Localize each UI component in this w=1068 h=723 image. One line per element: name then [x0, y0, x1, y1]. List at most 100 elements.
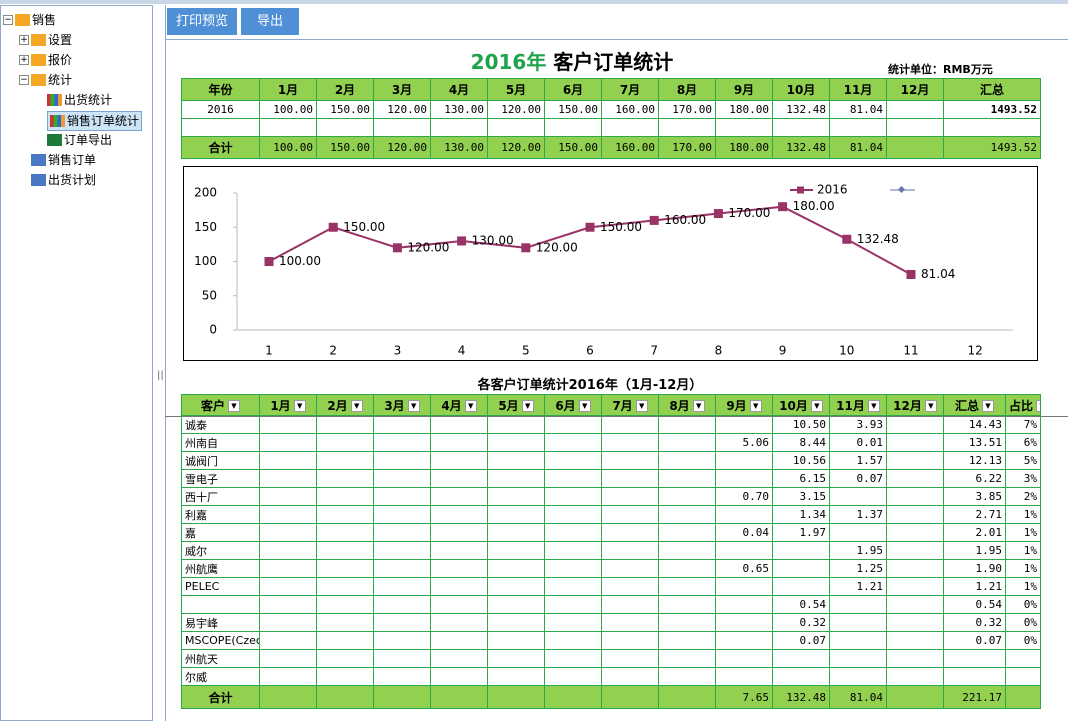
- export-button[interactable]: 导出: [241, 8, 299, 35]
- table-cell: [601, 541, 659, 560]
- table-cell: [316, 451, 374, 470]
- tree-node[interactable]: 销售订单统计: [47, 111, 143, 131]
- table-cell: 3.85: [943, 487, 1006, 506]
- table-cell: [430, 685, 488, 709]
- table-cell: 0.65: [715, 559, 773, 578]
- dropdown[interactable]: ▼: [464, 400, 477, 412]
- dropdown[interactable]: ▼: [635, 400, 648, 412]
- point-marker: [392, 243, 402, 253]
- tree-node[interactable]: 销售订单: [31, 151, 96, 169]
- table-cell: [316, 469, 374, 488]
- dropdown[interactable]: ▼: [228, 400, 240, 412]
- table-cell: [829, 667, 887, 686]
- main-panel: [165, 5, 1068, 721]
- table-cell: [658, 595, 716, 614]
- dropdown[interactable]: ▼: [924, 400, 937, 412]
- table-row: 州航鹰 0.65 1.25 1.90 1%: [181, 559, 1041, 578]
- cell-text: 1.57: [856, 454, 884, 467]
- cell-text: 5.06: [742, 436, 770, 449]
- table-cell: 7月: [601, 78, 659, 101]
- tree-node[interactable]: 出货计划: [31, 171, 96, 189]
- dropdown[interactable]: ▼: [293, 400, 306, 412]
- table-cell: [487, 451, 545, 470]
- tree-node[interactable]: 报价: [31, 51, 72, 69]
- print-preview-button[interactable]: 打印预览: [167, 8, 237, 35]
- tree-node[interactable]: 订单导出: [47, 131, 112, 149]
- expander[interactable]: +: [19, 55, 29, 65]
- cell-text: 160.00: [615, 103, 655, 116]
- table-cell: 州南自: [181, 433, 260, 452]
- expander[interactable]: −: [3, 15, 13, 25]
- table-cell: [316, 523, 374, 542]
- table-cell: 汇总 ▼: [943, 394, 1006, 416]
- cell-text: 2月: [327, 398, 348, 413]
- tree-label: 销售: [32, 13, 57, 27]
- dropdown[interactable]: ▼: [867, 400, 880, 412]
- data-label: 130.00: [472, 233, 514, 247]
- splitter[interactable]: ||: [157, 370, 164, 381]
- expander[interactable]: −: [19, 75, 29, 85]
- cell-text: 汇总: [954, 398, 979, 413]
- tree-node[interactable]: 统计: [31, 71, 72, 89]
- table-cell: [487, 613, 545, 632]
- dropdown[interactable]: ▼: [407, 400, 420, 412]
- table-cell: [715, 505, 773, 524]
- cell-text: 10月: [779, 398, 808, 413]
- table-cell: 2%: [1005, 487, 1041, 506]
- tree-node[interactable]: 出货统计: [47, 91, 112, 109]
- table-cell: 诚泰: [181, 415, 260, 434]
- table-cell: 诚阀门: [181, 451, 260, 470]
- dropdown[interactable]: ▼: [578, 400, 591, 412]
- cell-text: 1.21: [856, 580, 884, 593]
- cell-text: 132.48: [786, 103, 826, 116]
- table-cell: [544, 469, 602, 488]
- table-cell: 130.00: [430, 136, 488, 159]
- dropdown[interactable]: ▼: [521, 400, 534, 412]
- dropdown[interactable]: ▼: [749, 400, 762, 412]
- tree-node[interactable]: 销售: [15, 11, 56, 29]
- table-cell: [430, 541, 488, 560]
- cell-text: 130.00: [444, 103, 484, 116]
- table-cell: 1%: [1005, 577, 1041, 596]
- table-cell: [373, 559, 431, 578]
- tree-node[interactable]: 设置: [31, 31, 72, 49]
- dropdown[interactable]: ▼: [810, 400, 823, 412]
- x-tick-label: 4: [458, 344, 466, 358]
- table-cell: 1%: [1005, 505, 1041, 524]
- cell-text: 81.04: [849, 690, 883, 704]
- dropdown[interactable]: ▼: [692, 400, 705, 412]
- cell-text: 9月: [733, 83, 755, 97]
- table-cell: [259, 595, 317, 614]
- expander[interactable]: +: [19, 35, 29, 45]
- dropdown[interactable]: ▼: [350, 400, 363, 412]
- cell-text: MSCOPE(Czech): [185, 634, 259, 647]
- x-tick-label: 11: [903, 344, 918, 358]
- cell-text: 3%: [1023, 472, 1037, 485]
- table-row: 客户 ▼ 1月 ▼ 2月 ▼ 3月 ▼ 4月 ▼ 5月 ▼ 6月 ▼ 7月 ▼ 8月 ▼ 9月 ▼ 10月 ▼ 11月 ▼ 12…: [181, 394, 1041, 416]
- table-cell: 6月 ▼: [544, 394, 602, 416]
- cell-text: 汇总: [979, 83, 1004, 97]
- table-cell: [886, 118, 944, 137]
- table-cell: [430, 487, 488, 506]
- cell-text: 诚阀门: [185, 454, 218, 468]
- table-cell: [544, 541, 602, 560]
- table-cell: 100.00: [259, 100, 317, 119]
- cell-text: 2.71: [975, 508, 1003, 521]
- table-cell: 11月 ▼: [829, 394, 887, 416]
- cell-text: 10月: [786, 83, 816, 97]
- x-tick-label: 9: [779, 344, 787, 358]
- data-table: 年份 1月 2月 3月 4月 5月 6月 7月 8月 9月 10月 11月 12月 汇总 2016 100.0…: [181, 78, 1041, 159]
- table-cell: 12月: [886, 78, 944, 101]
- dropdown[interactable]: ▼: [1036, 400, 1040, 412]
- tree-icon: [50, 115, 65, 127]
- cell-text: 1.97: [799, 526, 827, 539]
- dropdown[interactable]: ▼: [982, 400, 994, 412]
- cell-text: 1.95: [975, 544, 1003, 557]
- table-cell: 150.00: [316, 100, 374, 119]
- table-cell: 2月: [316, 78, 374, 101]
- table-cell: [316, 415, 374, 434]
- table-cell: [487, 685, 545, 709]
- table-cell: 3.93: [829, 415, 887, 434]
- table-cell: [715, 451, 773, 470]
